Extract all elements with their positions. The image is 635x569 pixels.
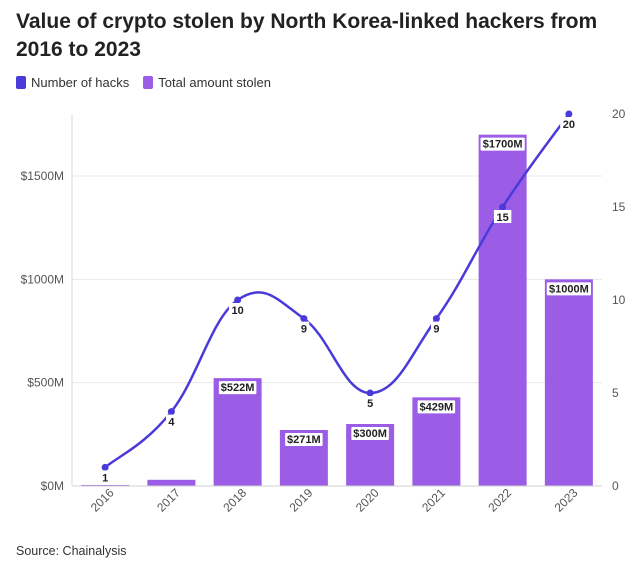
point-label-bg bbox=[99, 470, 111, 484]
chart-title: Value of crypto stolen by North Korea-li… bbox=[16, 10, 598, 61]
bar bbox=[213, 378, 262, 486]
bar-value-label: $1000M bbox=[549, 283, 589, 295]
point-label-bg bbox=[431, 321, 442, 335]
legend-item-hacks[interactable]: Number of hacks bbox=[16, 75, 129, 90]
legend-swatch-hacks bbox=[16, 76, 26, 89]
bar-label-bg bbox=[417, 400, 456, 414]
bar-label-bg bbox=[285, 432, 323, 446]
hacks-point bbox=[167, 408, 175, 416]
x-tick-label: 2020 bbox=[353, 486, 382, 515]
hacks-point bbox=[565, 110, 573, 118]
y-right-tick-label: 20 bbox=[612, 107, 626, 121]
bar-value-label: $429M bbox=[420, 401, 454, 413]
bar bbox=[147, 479, 196, 486]
y-right-tick-label: 0 bbox=[612, 479, 619, 493]
bar-value-label: $300M bbox=[353, 428, 387, 440]
x-tick-label: 2021 bbox=[419, 486, 448, 515]
hacks-value-label: 20 bbox=[563, 119, 575, 131]
legend-label-stolen: Total amount stolen bbox=[158, 75, 271, 90]
hacks-value-label: 1 bbox=[102, 472, 108, 484]
x-tick-label: 2023 bbox=[552, 486, 581, 515]
y-left-tick-label: $1500M bbox=[21, 169, 64, 183]
x-tick-label: 2022 bbox=[485, 486, 514, 515]
hacks-value-label: 4 bbox=[168, 417, 175, 429]
legend: Number of hacks Total amount stolen bbox=[16, 75, 271, 90]
bar-label-bg bbox=[351, 427, 389, 440]
hacks-point bbox=[432, 315, 440, 323]
bar-value-label: $1700M bbox=[483, 139, 523, 151]
legend-swatch-stolen bbox=[143, 76, 154, 89]
bar-value-label: $271M bbox=[287, 434, 321, 446]
hacks-point bbox=[234, 296, 242, 304]
legend-item-stolen[interactable]: Total amount stolen bbox=[143, 75, 271, 90]
point-label-bg bbox=[166, 414, 177, 428]
hacks-point bbox=[366, 389, 374, 397]
hacks-value-label: 15 bbox=[497, 212, 509, 224]
hacks-value-label: 5 bbox=[367, 398, 373, 410]
bar-label-bg bbox=[546, 282, 591, 296]
x-tick-label: 2017 bbox=[154, 486, 183, 515]
y-right-tick-label: 15 bbox=[612, 200, 626, 214]
bar bbox=[544, 279, 593, 486]
hacks-value-label: 9 bbox=[301, 324, 307, 336]
bar-value-label: $522M bbox=[221, 382, 255, 394]
legend-label-hacks: Number of hacks bbox=[31, 75, 130, 90]
hacks-point bbox=[300, 315, 308, 323]
y-right-tick-label: 10 bbox=[612, 293, 626, 307]
x-tick-label: 2018 bbox=[220, 486, 249, 515]
source-note: Source: Chainalysis bbox=[16, 544, 127, 558]
x-tick-label: 2019 bbox=[287, 486, 316, 515]
y-left-tick-label: $1000M bbox=[21, 272, 64, 286]
hacks-value-label: 9 bbox=[433, 324, 439, 336]
y-left-tick-label: $500M bbox=[27, 376, 64, 390]
bar-label-bg bbox=[480, 137, 525, 151]
y-left-tick-label: $0M bbox=[41, 479, 64, 493]
bar bbox=[81, 484, 130, 486]
point-label-bg bbox=[228, 303, 247, 316]
point-label-bg bbox=[493, 210, 512, 223]
hacks-point bbox=[101, 463, 109, 471]
x-tick-label: 2016 bbox=[88, 486, 117, 515]
bar bbox=[478, 134, 527, 486]
point-label-bg bbox=[298, 321, 310, 335]
point-label-bg bbox=[560, 117, 578, 130]
y-right-tick-label: 5 bbox=[612, 386, 619, 400]
hacks-value-label: 10 bbox=[232, 305, 244, 317]
point-label-bg bbox=[364, 396, 376, 409]
bar-label-bg bbox=[218, 381, 257, 395]
hacks-point bbox=[499, 203, 507, 211]
